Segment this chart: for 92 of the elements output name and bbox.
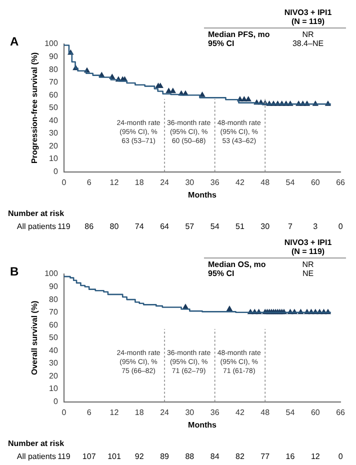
text: 0: [338, 222, 344, 232]
text: NR: [302, 260, 314, 270]
x-tick-label: 18: [134, 178, 144, 187]
text: 16: [286, 452, 296, 462]
x-tick-label: 66: [336, 408, 346, 417]
text: NIVO3 + IPI1: [284, 238, 332, 248]
text: Number at risk: [8, 209, 65, 218]
y-tick-label: 100: [44, 269, 58, 278]
text: 119: [58, 452, 71, 462]
x-tick-label: 48: [260, 408, 270, 417]
y-tick-label: 40: [49, 116, 58, 125]
y-axis-title: Overall survival (%): [30, 300, 40, 376]
y-tick-label: 30: [49, 128, 58, 138]
text: 3: [313, 222, 318, 232]
text: 84: [210, 452, 220, 462]
x-axis-title: Months: [188, 420, 218, 430]
text: 92: [134, 452, 144, 462]
y-tick-label: 0: [53, 397, 58, 406]
x-tick-label: 66: [336, 178, 346, 187]
x-tick-label: 54: [286, 408, 296, 417]
y-tick-label: 80: [49, 294, 58, 304]
x-tick-label: 36: [210, 178, 220, 187]
y-tick-label: 20: [49, 141, 58, 150]
y-tick-label: 90: [49, 52, 58, 61]
text: 119: [58, 222, 71, 232]
text: NIVO3 + IPI1: [284, 8, 332, 18]
text: 57: [185, 222, 195, 232]
annotation: NE: [302, 269, 314, 278]
text: 7: [288, 222, 294, 232]
x-axis-title: Months: [188, 190, 218, 200]
y-tick-label: 50: [49, 333, 58, 342]
x-tick-label: 60: [310, 178, 320, 187]
x-tick-label: 6: [86, 178, 92, 187]
x-tick-label: 0: [62, 178, 67, 187]
text: All patients: [16, 452, 56, 462]
text: Number at risk: [8, 439, 65, 448]
x-tick-label: 6: [86, 408, 92, 417]
text: NR: [302, 30, 314, 40]
text: 64: [160, 222, 170, 232]
x-tick-label: 48: [260, 178, 270, 187]
y-tick-label: 60: [49, 90, 58, 100]
x-tick-label: 30: [185, 178, 195, 187]
text: All patients: [16, 222, 56, 232]
x-tick-label: 42: [236, 408, 245, 417]
text: 54: [210, 222, 220, 232]
annotation: 95% CI: [208, 39, 234, 48]
y-tick-label: 0: [53, 167, 58, 176]
x-tick-label: 12: [110, 178, 120, 187]
x-tick-label: 0: [62, 408, 67, 417]
y-tick-label: 10: [49, 154, 58, 164]
y-tick-label: 10: [49, 384, 58, 394]
text: 12: [310, 452, 320, 462]
x-tick-label: 54: [286, 178, 296, 187]
y-tick-label: 50: [49, 103, 58, 112]
text: 51: [236, 222, 245, 232]
x-tick-label: 18: [134, 408, 144, 417]
text: 80: [110, 222, 120, 232]
text: 88: [185, 452, 195, 462]
text: (N = 119): [291, 17, 325, 26]
text: 74: [134, 222, 144, 232]
annotation: 38.4–NE: [292, 39, 324, 48]
x-tick-label: 12: [110, 408, 120, 417]
x-tick-label: 24: [160, 178, 170, 187]
y-tick-label: 30: [49, 358, 58, 368]
text: 82: [236, 452, 245, 462]
y-tick-label: 20: [49, 371, 58, 380]
text: Median PFS, mo: [208, 30, 270, 40]
chart-title: B: [10, 264, 19, 278]
text: 89: [160, 452, 170, 462]
text: 77: [260, 452, 270, 462]
y-tick-label: 80: [49, 64, 58, 74]
text: (N = 119): [291, 247, 325, 256]
x-tick-label: 24: [160, 408, 170, 417]
text: 0: [338, 452, 344, 462]
chart-title: A: [10, 34, 19, 48]
y-tick-label: 90: [49, 282, 58, 291]
text: 30: [260, 222, 270, 232]
x-tick-label: 30: [185, 408, 195, 417]
y-tick-label: 60: [49, 320, 58, 330]
y-tick-label: 70: [49, 78, 58, 87]
text: 86: [84, 222, 94, 232]
y-tick-label: 40: [49, 346, 58, 355]
text: Median OS, mo: [208, 260, 266, 270]
x-tick-label: 60: [310, 408, 320, 417]
x-tick-label: 42: [236, 178, 245, 187]
x-tick-label: 36: [210, 408, 220, 417]
y-tick-label: 100: [44, 39, 58, 48]
text: 107: [82, 452, 96, 462]
y-tick-label: 70: [49, 308, 58, 317]
y-axis-title: Progression-free survival (%): [30, 52, 40, 164]
annotation: 95% CI: [208, 269, 234, 278]
text: 101: [108, 452, 122, 462]
